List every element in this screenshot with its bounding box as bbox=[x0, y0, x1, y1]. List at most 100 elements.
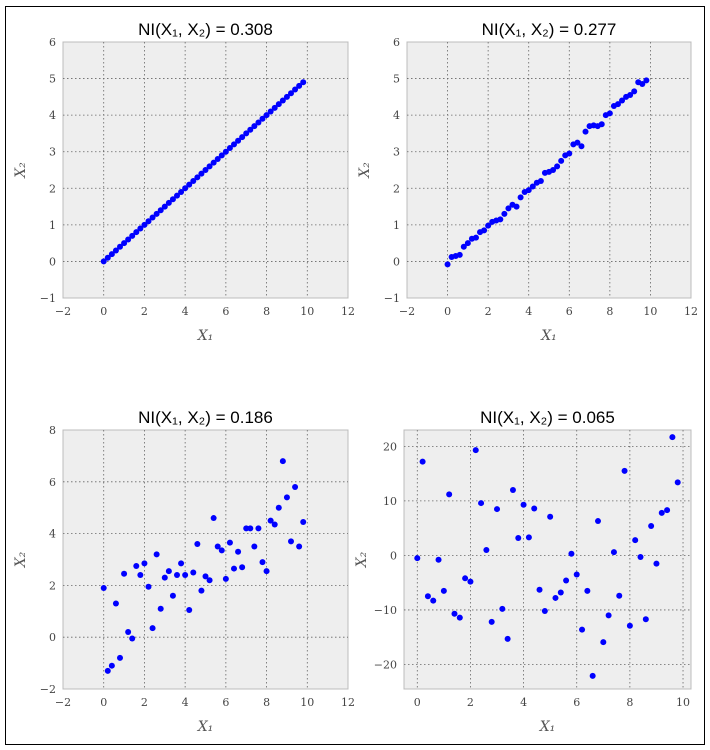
data-point bbox=[485, 222, 492, 229]
data-point bbox=[525, 534, 532, 541]
x-tick-label: 8 bbox=[626, 696, 633, 709]
data-point bbox=[153, 551, 160, 558]
data-point bbox=[664, 507, 671, 514]
x-tick-label: 6 bbox=[573, 696, 580, 709]
x-tick-label: 6 bbox=[566, 305, 573, 318]
data-point bbox=[529, 183, 536, 190]
x-tick-label: −2 bbox=[55, 696, 71, 709]
data-point bbox=[504, 635, 511, 642]
x-tick-label: 2 bbox=[485, 305, 492, 318]
data-point bbox=[631, 88, 638, 95]
data-point bbox=[300, 79, 307, 86]
y-tick-label: 0 bbox=[49, 255, 56, 268]
data-point bbox=[206, 577, 213, 584]
data-point bbox=[112, 247, 119, 254]
data-point bbox=[263, 568, 270, 575]
x-tick-label: 0 bbox=[444, 305, 451, 318]
y-tick-label: 6 bbox=[49, 476, 56, 489]
x-tick-label: 10 bbox=[676, 696, 690, 709]
data-point bbox=[643, 77, 650, 84]
data-point bbox=[157, 605, 164, 612]
data-point bbox=[137, 572, 144, 579]
x-tick-label: 10 bbox=[643, 305, 657, 318]
data-point bbox=[557, 589, 564, 596]
data-point bbox=[190, 569, 197, 576]
data-point bbox=[525, 187, 532, 194]
x-axis-label: X₁ bbox=[197, 328, 214, 344]
y-tick-label: 10 bbox=[383, 495, 397, 508]
data-point bbox=[153, 210, 160, 217]
x-tick-label: −2 bbox=[399, 305, 415, 318]
y-tick-label: −1 bbox=[384, 292, 400, 305]
x-tick-label: 8 bbox=[263, 696, 270, 709]
data-point bbox=[108, 251, 115, 258]
subplot-title: NI(X₁, X₂) = 0.277 bbox=[482, 20, 617, 39]
data-point bbox=[275, 101, 282, 108]
data-point bbox=[552, 594, 559, 601]
data-point bbox=[658, 509, 665, 516]
data-point bbox=[271, 521, 278, 528]
data-point bbox=[573, 571, 580, 578]
data-point bbox=[616, 592, 623, 599]
x-tick-label: 12 bbox=[684, 305, 698, 318]
data-point bbox=[472, 234, 479, 241]
x-tick-label: 4 bbox=[182, 305, 189, 318]
data-point bbox=[182, 185, 189, 192]
data-point bbox=[419, 458, 426, 465]
x-axis-label: X₁ bbox=[197, 719, 214, 735]
y-tick-label: 1 bbox=[49, 219, 56, 232]
data-point bbox=[214, 156, 221, 163]
data-point bbox=[584, 587, 591, 594]
y-tick-label: 5 bbox=[49, 73, 56, 86]
data-point bbox=[174, 572, 180, 579]
y-axis-label: X₂ bbox=[13, 162, 29, 179]
x-axis-label: X₁ bbox=[539, 719, 556, 735]
plot-area bbox=[62, 429, 349, 690]
data-point bbox=[255, 525, 262, 532]
data-point bbox=[497, 216, 504, 223]
subplot-bottom-right: 0 2 4 6 8 10 −20 −10 0 10 20 NI(X₁, X₂) = 0.065 X₁ X₂ bbox=[354, 408, 692, 735]
data-point bbox=[444, 261, 451, 268]
data-point bbox=[218, 152, 225, 159]
data-point bbox=[456, 251, 463, 258]
data-point bbox=[218, 547, 225, 554]
data-point bbox=[488, 618, 495, 625]
x-tick-label: 0 bbox=[100, 305, 107, 318]
data-point bbox=[515, 534, 522, 541]
data-point bbox=[178, 560, 185, 567]
x-tick-label: 4 bbox=[520, 696, 527, 709]
data-point bbox=[239, 564, 246, 571]
data-point bbox=[267, 108, 274, 115]
data-point bbox=[100, 584, 107, 591]
data-point bbox=[121, 570, 128, 577]
data-point bbox=[141, 221, 148, 228]
x-axis-label: X₁ bbox=[540, 328, 557, 344]
data-point bbox=[194, 174, 201, 181]
data-point bbox=[626, 622, 633, 629]
data-point bbox=[235, 548, 242, 555]
data-point bbox=[161, 574, 168, 581]
x-tick-label: 2 bbox=[467, 696, 474, 709]
y-tick-label: 3 bbox=[49, 146, 56, 159]
data-point bbox=[499, 605, 506, 612]
data-point bbox=[472, 447, 479, 454]
data-point bbox=[501, 210, 508, 217]
data-point bbox=[149, 625, 156, 632]
y-tick-label: 6 bbox=[49, 36, 56, 49]
y-tick-label: −20 bbox=[374, 658, 397, 671]
data-point bbox=[483, 546, 490, 553]
x-tick-label: 4 bbox=[525, 305, 532, 318]
data-point bbox=[247, 525, 254, 532]
data-point bbox=[283, 93, 290, 100]
data-point bbox=[133, 562, 140, 569]
data-point bbox=[536, 586, 543, 593]
x-tick-label: 2 bbox=[141, 696, 148, 709]
y-tick-label: −10 bbox=[374, 604, 397, 617]
data-point bbox=[605, 612, 612, 619]
y-tick-label: 0 bbox=[393, 255, 400, 268]
data-point bbox=[456, 614, 463, 621]
data-point bbox=[157, 207, 164, 214]
data-point bbox=[186, 607, 193, 614]
data-point bbox=[614, 101, 621, 108]
x-tick-label: 2 bbox=[141, 305, 148, 318]
